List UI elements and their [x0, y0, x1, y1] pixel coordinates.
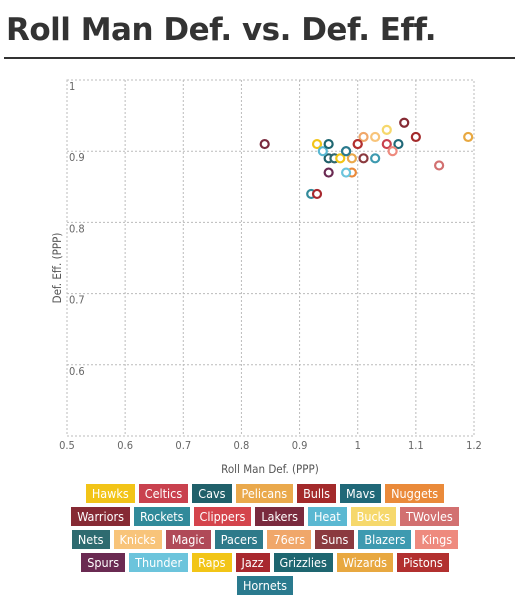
- legend-item-grizzlies[interactable]: Grizzlies: [273, 553, 333, 572]
- legend-item-spurs[interactable]: Spurs: [81, 553, 126, 572]
- x-tick-label: 0.9: [292, 439, 308, 452]
- data-points: HawksCelticsCavsPelicansBullsMavsNuggets…: [259, 117, 474, 200]
- legend-item-pistons[interactable]: Pistons: [397, 553, 449, 572]
- data-point-bucks[interactable]: Bucks: [381, 124, 392, 135]
- x-tick-label: 1.2: [466, 439, 482, 452]
- data-point-suns[interactable]: Suns: [358, 153, 369, 164]
- legend-item-rockets[interactable]: Rockets: [133, 507, 190, 526]
- x-tick-label: 0.5: [59, 439, 75, 452]
- legend-item-nuggets[interactable]: Nuggets: [385, 484, 445, 503]
- tick-labels: 0.5 0.6 0.7 0.8 0.9 1 1.1 1.2 0.6 0.7 0.8 0.9 1: [59, 80, 482, 452]
- data-point-blazers[interactable]: Blazers: [370, 153, 381, 164]
- legend-item-warriors[interactable]: Warriors: [71, 507, 130, 526]
- chart-title: Roll Man Def. vs. Def. Eff.: [6, 12, 437, 48]
- data-point-thunder[interactable]: Thunder: [340, 167, 352, 178]
- legend-item-pelicans[interactable]: Pelicans: [235, 484, 294, 503]
- legend-item-pacers[interactable]: Pacers: [214, 530, 264, 549]
- legend-item-twovles[interactable]: TWovles: [400, 507, 459, 526]
- legend-item-clippers[interactable]: Clippers: [193, 507, 252, 526]
- legend-item-wizards[interactable]: Wizards: [336, 553, 393, 572]
- data-point-wizards[interactable]: Wizards: [463, 131, 474, 143]
- y-tick-label: 0.8: [69, 222, 85, 235]
- x-axis-label: Roll Man Def. (PPP): [221, 462, 319, 476]
- scatter-chart: 0.5 0.6 0.7 0.8 0.9 1 1.1 1.2 0.6 0.7 0.8 0.9 1 Hawk…: [50, 79, 482, 476]
- grid-lines: [66, 79, 475, 437]
- data-point-mavs[interactable]: Mavs: [393, 138, 404, 150]
- legend-item-kings[interactable]: Kings: [415, 530, 459, 549]
- legend-item-raps[interactable]: Raps: [192, 553, 232, 572]
- y-tick-label: 0.9: [69, 151, 85, 164]
- legend-item-bulls[interactable]: Bulls: [297, 484, 337, 503]
- legend-item-lakers[interactable]: Lakers: [255, 507, 304, 526]
- data-point-kings[interactable]: Kings: [387, 146, 398, 157]
- data-point-lakers[interactable]: Lakers: [259, 138, 270, 150]
- y-axis-label: Def. Eff. (PPP): [50, 233, 64, 304]
- x-tick-label: 0.8: [234, 439, 250, 452]
- title-rule: [4, 57, 515, 59]
- plot-frame: [66, 79, 475, 437]
- y-tick-label: 0.6: [69, 365, 85, 378]
- data-point-hornets[interactable]: Hornets: [340, 146, 352, 157]
- x-tick-label: 1.1: [408, 439, 424, 452]
- y-tick-label: 1: [69, 80, 75, 93]
- x-tick-label: 1: [355, 439, 361, 452]
- data-point-pistons[interactable]: Pistons: [352, 138, 363, 150]
- legend-item-bucks[interactable]: Bucks: [350, 507, 397, 526]
- legend-item-76ers[interactable]: 76ers: [267, 530, 312, 549]
- legend-item-magic[interactable]: Magic: [165, 530, 211, 549]
- legend-item-hornets[interactable]: Hornets: [236, 576, 294, 595]
- data-point-hawks[interactable]: Hawks: [311, 138, 323, 150]
- data-point-spurs[interactable]: Spurs: [323, 167, 334, 178]
- legend-item-hawks[interactable]: Hawks: [85, 484, 135, 503]
- data-point-heat[interactable]: Heat: [317, 146, 328, 157]
- legend-item-cavs[interactable]: Cavs: [192, 484, 232, 503]
- data-point-76ers[interactable]: 76ers: [358, 131, 369, 143]
- data-point-grizzlies[interactable]: Grizzlies: [323, 138, 334, 150]
- data-point-twovles[interactable]: TWovles: [434, 160, 445, 171]
- data-point-warriors[interactable]: Warriors: [399, 117, 410, 128]
- data-point-pelicans[interactable]: Pelicans: [346, 153, 357, 164]
- data-point-bulls[interactable]: Bulls: [410, 131, 421, 143]
- legend: Hawks Celtics Cavs Pelicans Bulls Mavs Nuggets…: [70, 484, 460, 595]
- legend-item-jazz[interactable]: Jazz: [235, 553, 270, 572]
- x-tick-label: 0.6: [117, 439, 133, 452]
- legend-item-knicks[interactable]: Knicks: [113, 530, 162, 549]
- data-point-celtics[interactable]: Celtics: [381, 138, 392, 150]
- data-point-raps[interactable]: Raps: [335, 153, 346, 164]
- y-tick-label: 0.7: [69, 294, 85, 307]
- legend-item-blazers[interactable]: Blazers: [358, 530, 412, 549]
- legend-item-nets[interactable]: Nets: [71, 530, 110, 549]
- legend-item-thunder[interactable]: Thunder: [129, 553, 189, 572]
- x-tick-label: 0.7: [175, 439, 191, 452]
- legend-item-suns[interactable]: Suns: [315, 530, 355, 549]
- legend-item-heat[interactable]: Heat: [307, 507, 347, 526]
- legend-item-celtics[interactable]: Celtics: [138, 484, 189, 503]
- legend-item-mavs[interactable]: Mavs: [340, 484, 382, 503]
- data-point-jazz[interactable]: Jazz: [311, 188, 323, 200]
- data-point-knicks[interactable]: Knicks: [370, 131, 381, 143]
